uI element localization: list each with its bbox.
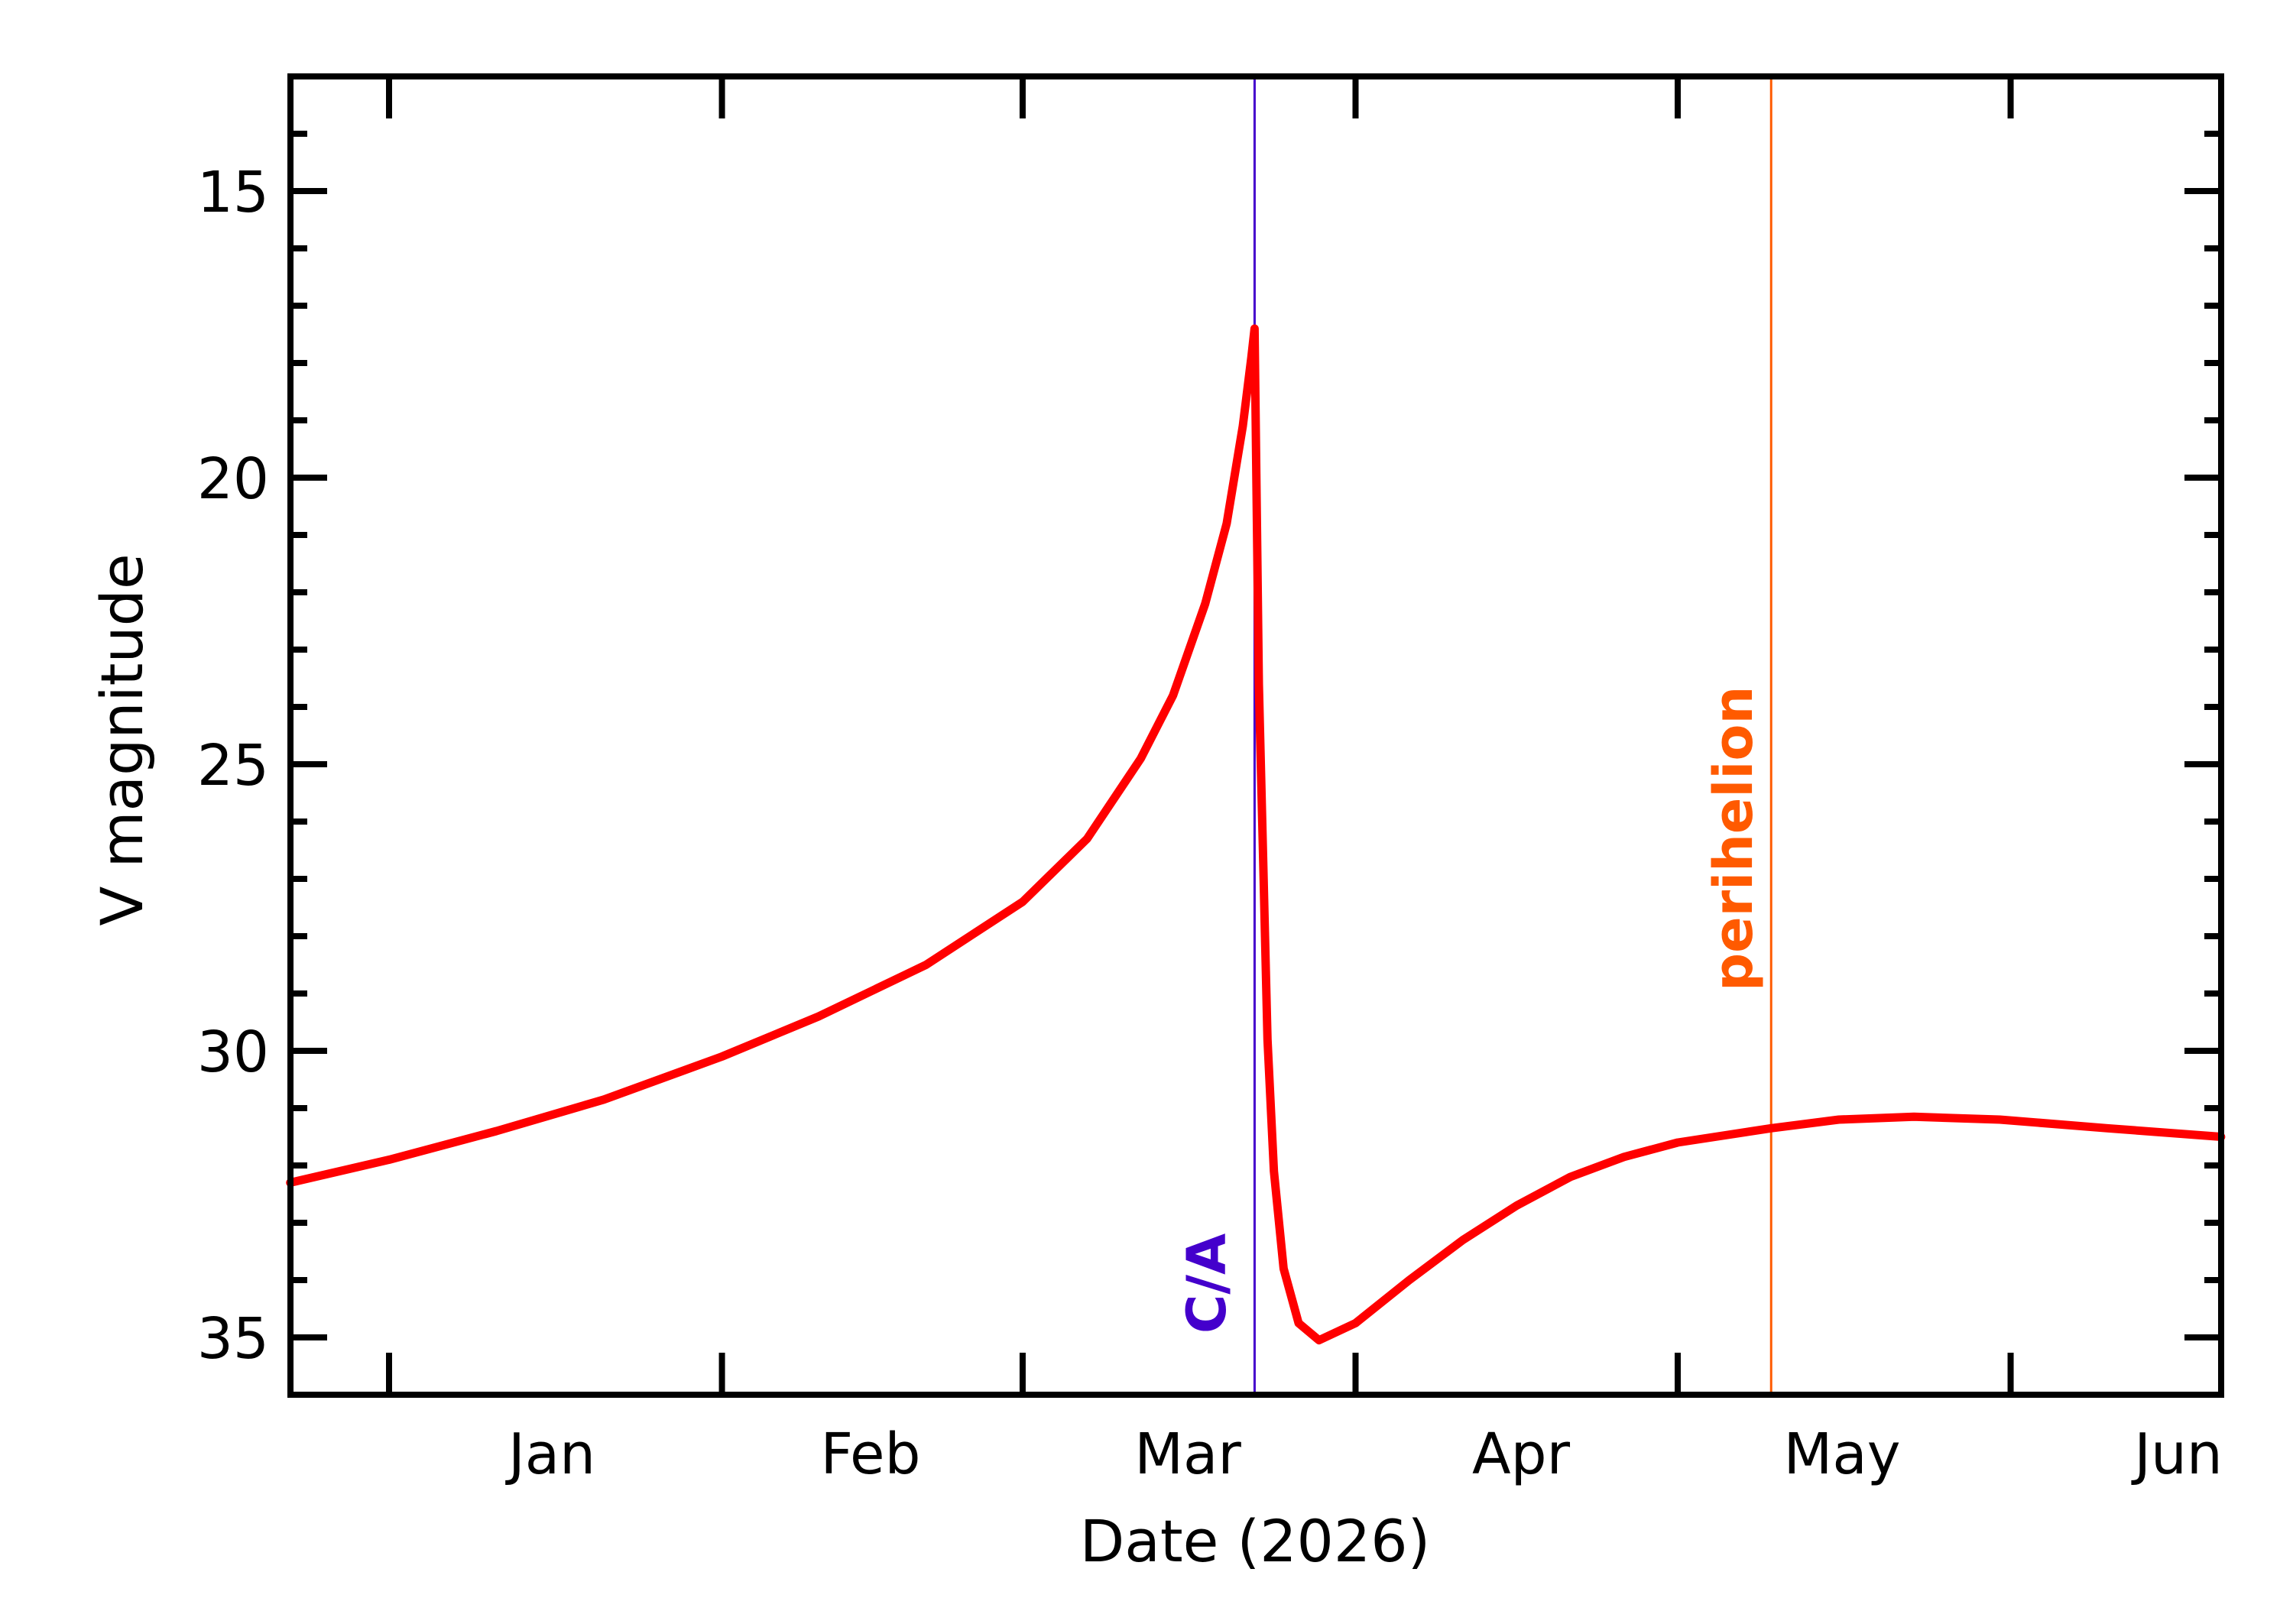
x-month-label: Feb	[820, 1421, 920, 1487]
y-tick-label: 20	[197, 446, 269, 512]
plot-frame	[287, 73, 2224, 1398]
x-month-label: Jun	[2131, 1421, 2223, 1487]
x-month-label: Jan	[505, 1421, 595, 1487]
magnitude-curve	[286, 324, 2226, 1345]
y-tick-label: 25	[197, 733, 269, 799]
x-axis-title: Date (2026)	[1080, 1507, 1431, 1575]
x-month-label: Mar	[1134, 1421, 1241, 1487]
closest-approach-label: C/A	[1176, 1233, 1238, 1334]
x-tick-labels: Jan Feb Mar Apr May Jun	[505, 1421, 2223, 1487]
perihelion-label: perihelion	[1702, 686, 1765, 991]
y-tick-label: 15	[197, 160, 269, 225]
y-tick-label: 35	[197, 1306, 269, 1372]
y-tick-labels: 15 20 25 30 35	[197, 160, 269, 1372]
y-tick-label: 30	[197, 1019, 269, 1085]
x-month-label: May	[1784, 1421, 1901, 1487]
axis-ticks	[290, 76, 2221, 1395]
y-axis-title: V magnitude	[88, 553, 156, 925]
x-month-label: Apr	[1472, 1421, 1571, 1487]
